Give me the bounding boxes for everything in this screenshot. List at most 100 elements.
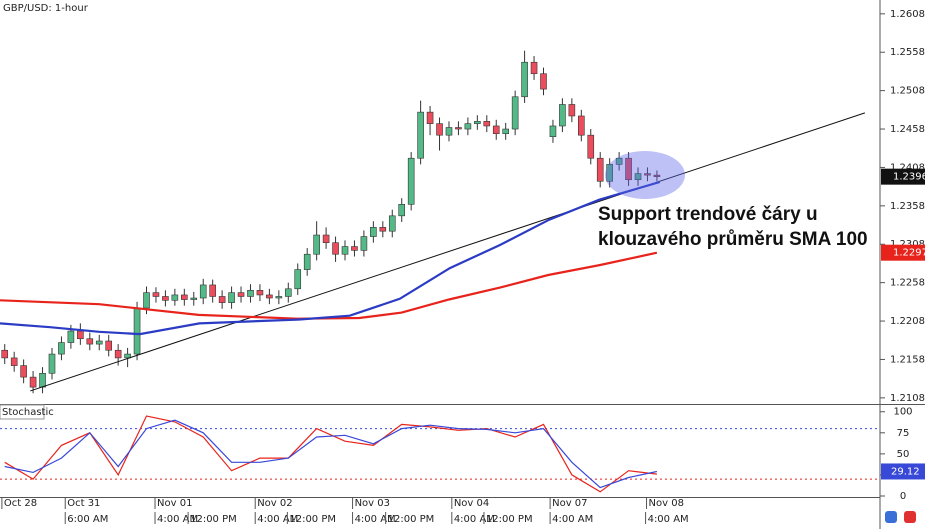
y-tick-label: 1.2258: [890, 278, 925, 289]
x-tick-label: 12:00 PM: [289, 514, 336, 525]
close-icon[interactable]: [904, 511, 916, 523]
pane-title-box: [0, 404, 45, 420]
candle-body: [256, 290, 264, 296]
candle-body: [275, 296, 283, 299]
candle-body: [133, 307, 141, 355]
candle-body: [407, 157, 415, 205]
x-tick-label: 12:00 PM: [388, 514, 435, 525]
x-tick-label: 12:00 PM: [190, 514, 237, 525]
chart-title: GBP/USD: 1-hour: [3, 3, 89, 14]
candle-body: [370, 227, 377, 237]
candle-body: [77, 330, 84, 340]
y-tick-label: 1.2458: [890, 124, 925, 135]
candle-body: [190, 297, 198, 300]
y-tick-label: 1.2608: [890, 9, 925, 20]
candle-body: [247, 290, 254, 297]
ma-label-box: [881, 244, 925, 261]
candle-body: [181, 294, 188, 300]
candle-body: [445, 127, 453, 136]
x-tick-label: 4:00 AM: [454, 514, 495, 525]
x-tick-label: 6:00 AM: [67, 514, 108, 525]
candle-body: [578, 115, 585, 136]
candle-body: [615, 157, 623, 165]
candle-body: [464, 123, 472, 130]
candle-body: [587, 134, 595, 159]
candle-body: [1, 349, 9, 359]
x-tick-label: 4:00 AM: [157, 514, 198, 525]
candle-body: [455, 127, 462, 130]
candle-body: [379, 227, 387, 232]
annotation: Support trendové čáry u: [598, 204, 818, 225]
x-tick-label: 4:00 AM: [355, 514, 396, 525]
candle-body: [492, 125, 500, 134]
candle-body: [653, 174, 661, 177]
y-tick-label: 1.2208: [890, 316, 925, 327]
candle-body: [474, 121, 481, 124]
candle-body: [48, 353, 56, 374]
x-tick-label: Oct 31: [67, 498, 100, 509]
candle-body: [294, 269, 302, 290]
candle-body: [313, 234, 320, 255]
x-tick-label: 4:00 AM: [648, 514, 689, 525]
candle-body: [502, 128, 509, 134]
candle-body: [10, 357, 18, 366]
candle-body: [20, 365, 27, 378]
candle-body: [559, 104, 566, 127]
candle-body: [436, 123, 443, 136]
candle-body: [124, 353, 131, 359]
y-tick-label: 1.2408: [890, 162, 925, 173]
y-tick-label: 1.2508: [890, 86, 925, 97]
candle-body: [351, 246, 358, 251]
candle-body: [322, 234, 330, 244]
y-tick-label: 1.2108: [890, 393, 925, 404]
candle-body: [29, 376, 37, 388]
candle-body: [398, 204, 406, 217]
candle-body: [199, 284, 207, 299]
candle-body: [67, 330, 75, 343]
x-tick-label: 4:00 AM: [552, 514, 593, 525]
candle-body: [360, 236, 368, 251]
candle-body: [95, 340, 103, 345]
x-tick-label: Nov 02: [257, 498, 292, 509]
price-pane: [0, 50, 866, 394]
candle-body: [483, 121, 491, 127]
candle-body: [521, 61, 528, 98]
candle-body: [284, 288, 292, 297]
x-tick-label: 12:00 PM: [486, 514, 533, 525]
y-tick-label: 75: [897, 428, 910, 439]
candle-body: [644, 173, 651, 176]
stochastic-pane: [0, 415, 880, 493]
candle-body: [511, 96, 519, 130]
x-tick-label: Nov 04: [454, 498, 489, 509]
x-tick-label: Nov 03: [355, 498, 390, 509]
candle-body: [114, 349, 122, 359]
x-tick-label: Oct 28: [4, 498, 37, 509]
x-tick-label: Nov 01: [157, 498, 192, 509]
x-tick-label: Nov 07: [552, 498, 587, 509]
price-label-box: [881, 168, 925, 185]
y-tick-label: 1.2558: [890, 47, 925, 58]
x-tick-label: 4:00 AM: [257, 514, 298, 525]
candle-body: [86, 338, 94, 345]
y-tick-label: 1.2158: [890, 354, 925, 365]
pane-title: Stochastic: [2, 407, 54, 418]
candle-body: [568, 104, 576, 117]
candle-body: [625, 157, 632, 181]
candle-body: [341, 246, 349, 255]
moving-average-line: [0, 251, 658, 320]
candle-body: [266, 294, 273, 299]
candle-body: [209, 284, 216, 297]
candle-body: [634, 173, 642, 181]
y-tick-label: 1.2358: [890, 201, 925, 212]
candle-body: [596, 157, 604, 182]
candle-body: [39, 372, 46, 388]
y-tick-label: 0: [900, 491, 906, 502]
stochastic-label: 29.12: [891, 466, 920, 477]
x-tick-label: Nov 08: [649, 498, 684, 509]
stochastic-label-box: [881, 463, 925, 480]
settings-icon[interactable]: [885, 511, 897, 523]
y-tick-label: 100: [893, 407, 912, 418]
candle-body: [530, 61, 538, 75]
